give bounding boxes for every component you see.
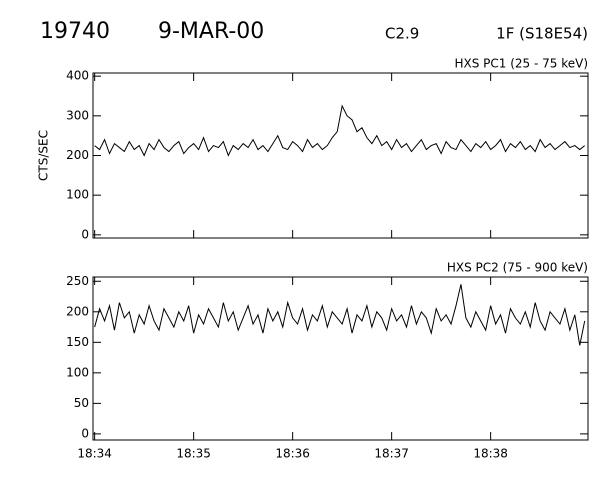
panel-title: HXS PC2 (75 - 900 keV) <box>447 261 588 275</box>
y-tick-label: 100 <box>66 365 89 379</box>
y-tick-label: 100 <box>66 188 89 202</box>
x-tick-label: 18:37 <box>374 447 409 461</box>
y-tick-label: 400 <box>66 69 89 83</box>
data-line <box>94 104 586 157</box>
y-tick-label: 50 <box>74 396 89 410</box>
flare-location: 1F (S18E54) <box>496 25 588 43</box>
y-tick-label: 0 <box>81 426 89 440</box>
y-tick-label: 150 <box>66 335 89 349</box>
event-date: 9-MAR-00 <box>158 19 264 44</box>
flare-class: C2.9 <box>385 25 419 43</box>
y-tick-label: 200 <box>66 304 89 318</box>
x-tick-label: 18:34 <box>77 447 112 461</box>
y-tick-label: 300 <box>66 108 89 122</box>
plot-frame <box>92 276 589 441</box>
y-tick-label: 0 <box>81 227 89 241</box>
y-axis-title: CTS/SEC <box>37 130 51 181</box>
event-number: 19740 <box>40 19 110 44</box>
data-line <box>94 284 586 346</box>
plot-frame <box>92 72 589 239</box>
y-tick-label: 250 <box>66 274 89 288</box>
x-tick-label: 18:36 <box>275 447 310 461</box>
y-tick-label: 200 <box>66 148 89 162</box>
x-tick-label: 18:38 <box>473 447 508 461</box>
x-tick-label: 18:35 <box>176 447 211 461</box>
panel-title: HXS PC1 (25 - 75 keV) <box>454 57 588 71</box>
